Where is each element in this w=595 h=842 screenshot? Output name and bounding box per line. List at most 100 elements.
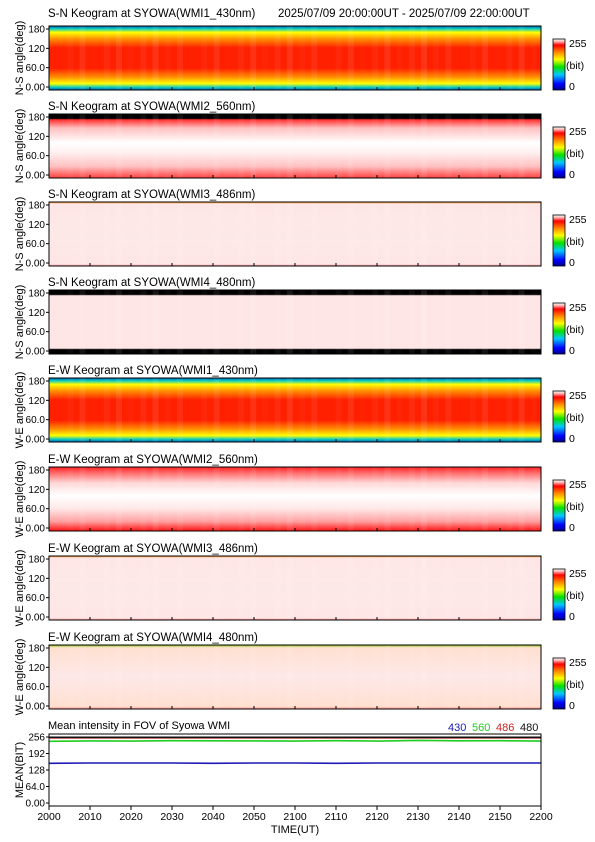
y-tick-label: 120 xyxy=(28,308,45,319)
texture-stripe xyxy=(274,556,281,620)
texture-stripe xyxy=(67,378,73,442)
x-tick-label: 2140 xyxy=(447,811,471,823)
texture-stripe xyxy=(360,290,366,354)
texture-stripe xyxy=(226,645,232,709)
texture-stripe xyxy=(92,26,98,90)
texture-stripe xyxy=(286,467,293,531)
texture-stripe xyxy=(360,114,366,178)
texture-stripe xyxy=(103,645,110,709)
colorbar-unit-label: (bit) xyxy=(566,148,584,160)
texture-stripe xyxy=(531,378,537,442)
texture-stripe xyxy=(67,290,73,354)
texture-stripe xyxy=(482,556,488,620)
y-tick-label: 180 xyxy=(28,377,45,388)
y-tick-label: 120 xyxy=(28,220,45,231)
x-tick-label: 2200 xyxy=(529,811,553,823)
texture-stripe xyxy=(482,378,488,442)
texture-stripe xyxy=(397,556,403,620)
colorbar-max-label: 255 xyxy=(569,302,587,314)
texture-stripe xyxy=(116,202,122,266)
texture-stripe xyxy=(250,645,257,709)
keogram-panel: E-W Keogram at SYOWA(WMI1_430nm)180 120 60… xyxy=(14,365,587,448)
texture-stripe xyxy=(408,114,415,178)
keogram-panel: 180 120 60.0 0.00N-S angle(deg) 255 (bit) 0 xyxy=(14,21,587,96)
texture-stripe xyxy=(274,290,281,354)
legend-label: 560 xyxy=(472,722,490,734)
texture-stripe xyxy=(397,467,403,531)
texture-stripe xyxy=(165,26,171,90)
y-axis-label: MEAN(BIT) xyxy=(14,742,26,798)
texture-stripe xyxy=(531,202,537,266)
texture-stripe xyxy=(336,467,342,531)
y-tick-label: 60.0 xyxy=(26,593,46,604)
texture-stripe xyxy=(116,26,122,90)
plot-area xyxy=(49,734,541,806)
y-axis-label: N-S angle(deg) xyxy=(14,285,26,360)
colorbar xyxy=(552,214,566,267)
texture-stripe xyxy=(79,26,86,90)
texture-stripe xyxy=(518,290,525,354)
x-tick-label: 2020 xyxy=(119,811,143,823)
texture-stripe xyxy=(274,202,281,266)
texture-stripe xyxy=(494,26,500,90)
texture-stripe xyxy=(262,378,268,442)
keogram-image xyxy=(49,290,541,354)
texture-stripe xyxy=(201,556,207,620)
texture-stripe xyxy=(433,202,439,266)
texture-stripe xyxy=(201,467,207,531)
texture-stripe xyxy=(397,645,403,709)
texture-stripe xyxy=(103,290,110,354)
texture-stripe xyxy=(470,467,476,531)
texture-stripe xyxy=(433,26,439,90)
y-tick-label: 180 xyxy=(28,25,45,36)
texture-stripe xyxy=(397,202,403,266)
texture-stripe xyxy=(201,378,207,442)
y-tick-label: 0.00 xyxy=(26,171,46,182)
texture-stripe xyxy=(128,114,134,178)
texture-stripe xyxy=(92,202,98,266)
x-tick-label: 2150 xyxy=(488,811,512,823)
texture-stripe xyxy=(213,26,220,90)
y-tick-label: 60.0 xyxy=(26,151,46,162)
texture-stripe xyxy=(311,467,318,531)
texture-stripe xyxy=(274,645,281,709)
panel-title: E-W Keogram at SYOWA(WMI1_430nm) xyxy=(48,365,258,377)
y-tick-label: 60.0 xyxy=(26,682,46,693)
texture-stripe xyxy=(421,114,427,178)
texture-stripe xyxy=(397,290,403,354)
texture-stripe xyxy=(140,556,147,620)
texture-stripe xyxy=(347,290,354,354)
y-tick-label: 60.0 xyxy=(26,239,46,250)
texture-stripe xyxy=(506,467,513,531)
keogram-image xyxy=(49,202,541,266)
texture-stripe xyxy=(67,26,73,90)
x-tick-label: 2000 xyxy=(37,811,61,823)
texture-stripe xyxy=(421,202,427,266)
texture-stripe xyxy=(286,114,293,178)
panel-title: S-N Keogram at SYOWA(WMI1_430nm) xyxy=(48,8,255,20)
colorbar-min-label: 0 xyxy=(569,433,575,445)
legend-label: 430 xyxy=(448,722,466,734)
colorbar-min-label: 0 xyxy=(569,522,575,534)
texture-stripe xyxy=(372,202,379,266)
y-axis-label: N-S angle(deg) xyxy=(14,21,26,96)
texture-stripe xyxy=(128,556,134,620)
series-line-560 xyxy=(48,739,542,743)
texture-stripe xyxy=(152,467,159,531)
texture-stripe xyxy=(262,467,268,531)
y-tick-label: 180 xyxy=(28,113,45,124)
texture-stripe xyxy=(384,467,391,531)
y-axis-label: N-S angle(deg) xyxy=(14,109,26,184)
colorbar-unit-label: (bit) xyxy=(566,590,584,602)
texture-stripe xyxy=(92,556,98,620)
texture-stripe xyxy=(433,556,439,620)
texture-stripe xyxy=(494,467,500,531)
y-tick-label: 60.0 xyxy=(26,415,46,426)
texture-stripe xyxy=(360,378,366,442)
texture-stripe xyxy=(116,467,122,531)
texture-stripe xyxy=(238,645,244,709)
texture-stripe xyxy=(347,26,354,90)
texture-stripe xyxy=(518,467,525,531)
texture-stripe xyxy=(299,467,305,531)
texture-stripe xyxy=(421,290,427,354)
